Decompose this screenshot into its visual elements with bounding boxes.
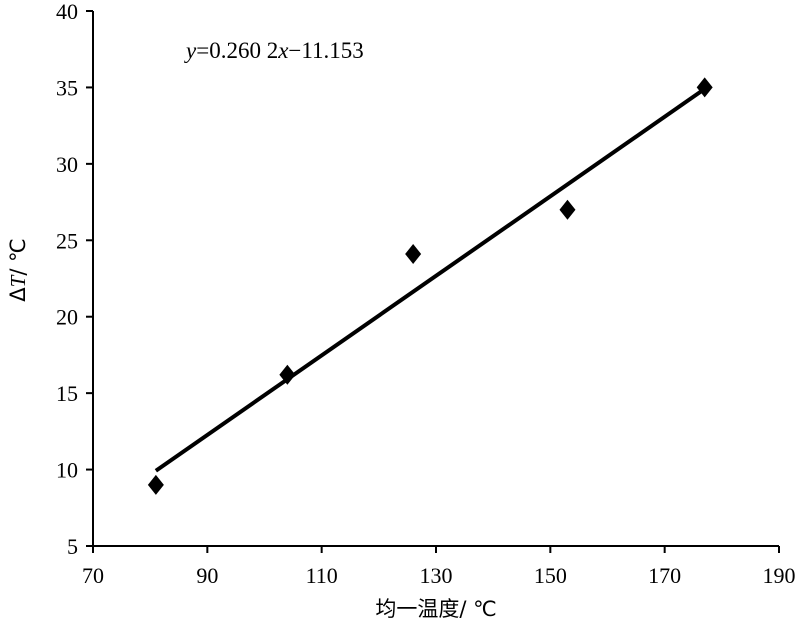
y-tick-label: 5 [67,534,78,559]
data-point [559,199,576,220]
y-axis-title-unit: / ℃ [6,238,30,275]
x-tick-label: 70 [82,563,104,588]
x-axis-ticks: 70 90 110 130 150 170 190 [82,546,796,588]
y-tick-label: 40 [56,0,78,24]
y-axis-ticks: 5 10 15 20 25 30 35 40 [56,0,93,559]
data-point [696,77,713,98]
x-tick-label: 170 [648,563,681,588]
x-tick-label: 150 [534,563,567,588]
data-point [147,474,164,495]
y-tick-label: 25 [56,228,78,253]
y-tick-label: 35 [56,75,78,100]
x-tick-label: 130 [420,563,453,588]
y-tick-label: 20 [56,305,78,330]
data-points [147,77,713,495]
equation-intercept: −11.153 [288,38,363,63]
y-tick-label: 10 [56,458,78,483]
equation-y: y [184,38,197,63]
y-axis-title-var: T [6,274,30,287]
y-axis-title: ΔT/ ℃ [6,238,30,301]
y-axis-title-prefix: Δ [6,287,30,302]
trendline-equation: y=0.260 2x−11.153 [184,38,364,63]
trendline [154,87,706,473]
x-axis-title: 均一温度/ ℃ [375,597,496,621]
trendline-layer [154,87,706,473]
data-point [405,244,422,265]
equation-x: x [277,38,289,63]
x-tick-label: 190 [763,563,796,588]
equation-slope: =0.260 2 [196,38,278,63]
axes [92,11,779,547]
x-tick-label: 90 [196,563,218,588]
y-tick-label: 30 [56,152,78,177]
y-tick-label: 15 [56,381,78,406]
x-tick-label: 110 [306,563,338,588]
data-point [279,364,296,385]
